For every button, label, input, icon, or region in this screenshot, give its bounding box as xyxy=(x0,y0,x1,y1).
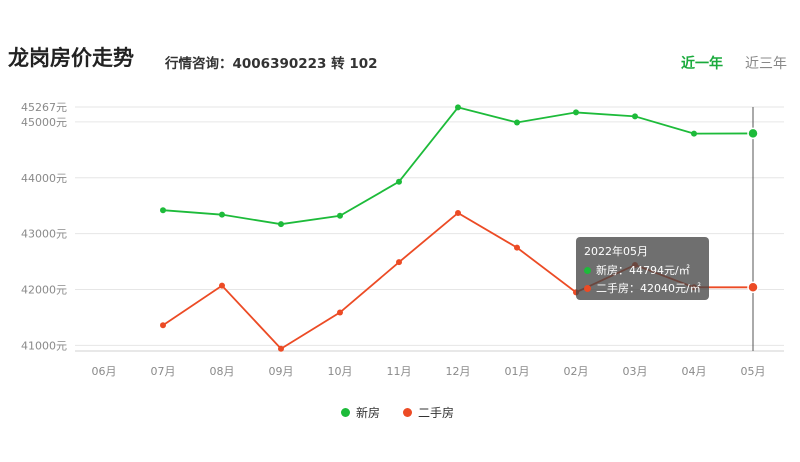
tab-three-years[interactable]: 近三年 xyxy=(745,56,787,72)
x-tick-label: 02月 xyxy=(564,365,589,378)
x-tick-label: 04月 xyxy=(682,365,707,378)
x-tick-label: 08月 xyxy=(210,365,235,378)
x-tick-label: 10月 xyxy=(328,365,353,378)
x-tick-label: 06月 xyxy=(92,365,117,378)
y-tick-label: 45267元 xyxy=(21,101,67,114)
x-tick-label: 07月 xyxy=(151,365,176,378)
data-point-0 xyxy=(691,130,697,137)
data-point-1 xyxy=(278,345,284,352)
y-tick-label: 43000元 xyxy=(21,228,67,241)
data-point-0 xyxy=(337,212,343,219)
x-tick-label: 12月 xyxy=(446,365,471,378)
data-point-0 xyxy=(747,127,759,140)
tooltip-dot-resale xyxy=(584,284,591,292)
page-title: 龙岗房价走势 xyxy=(8,46,134,70)
data-point-1 xyxy=(396,259,402,266)
data-point-0 xyxy=(573,109,579,116)
tooltip-value-new: 新房：44794元/㎡ xyxy=(596,264,690,277)
data-point-1 xyxy=(337,309,343,316)
data-point-0 xyxy=(160,207,166,214)
data-point-1 xyxy=(219,282,225,289)
y-tick-label: 41000元 xyxy=(21,339,67,352)
data-point-1 xyxy=(455,209,461,216)
data-point-1 xyxy=(747,281,759,294)
tooltip-row-resale: 二手房：42040元/㎡ xyxy=(584,280,701,296)
data-point-0 xyxy=(632,113,638,120)
x-tick-label: 01月 xyxy=(505,365,530,378)
data-point-1 xyxy=(160,322,166,329)
legend-dot-resale xyxy=(403,408,412,417)
chart-tooltip: 2022年05月 新房：44794元/㎡ 二手房：42040元/㎡ xyxy=(576,237,709,300)
tab-one-year[interactable]: 近一年 xyxy=(681,56,723,72)
data-point-1 xyxy=(514,244,520,251)
tooltip-title: 2022年05月 xyxy=(584,245,648,258)
data-point-0 xyxy=(278,221,284,228)
legend-label-resale: 二手房 xyxy=(418,406,455,420)
x-tick-label: 03月 xyxy=(623,365,648,378)
x-tick-label: 09月 xyxy=(269,365,294,378)
y-tick-label: 44000元 xyxy=(21,172,67,185)
tooltip-dot-new xyxy=(584,266,591,274)
x-tick-label: 11月 xyxy=(387,365,412,378)
y-tick-label: 45000元 xyxy=(21,116,67,129)
legend-dot-new xyxy=(341,408,350,417)
data-point-0 xyxy=(396,178,402,185)
tooltip-value-resale: 二手房：42040元/㎡ xyxy=(596,282,701,295)
x-tick-label: 05月 xyxy=(741,365,766,378)
tooltip-row-new: 新房：44794元/㎡ xyxy=(584,262,690,278)
hotline-text: 行情咨询：4006390223 转 102 xyxy=(165,56,378,72)
legend-item-new[interactable]: 新房 xyxy=(341,404,380,421)
legend-label-new: 新房 xyxy=(356,406,381,420)
y-tick-label: 42000元 xyxy=(21,284,67,297)
data-point-0 xyxy=(514,119,520,126)
series-line-0 xyxy=(162,106,754,226)
data-point-0 xyxy=(219,211,225,218)
data-point-0 xyxy=(455,104,461,111)
legend-item-resale[interactable]: 二手房 xyxy=(403,404,454,421)
